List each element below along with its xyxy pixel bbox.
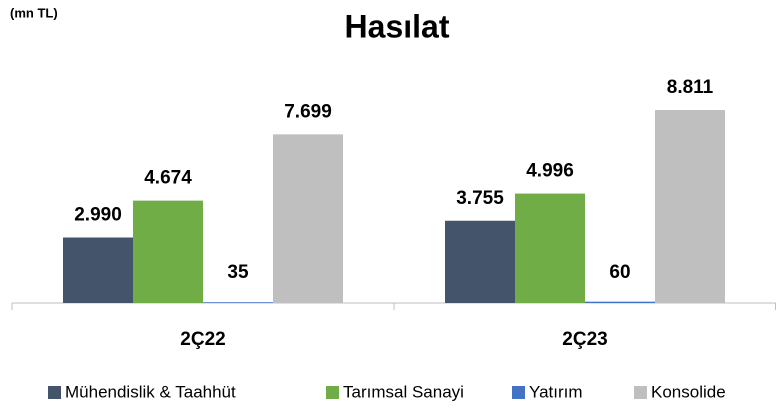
x-tick-label: 2Ç22 bbox=[180, 329, 225, 350]
bar bbox=[203, 302, 273, 303]
legend-swatch bbox=[512, 386, 525, 399]
legend-label: Konsolide bbox=[651, 382, 726, 401]
bar bbox=[445, 220, 515, 303]
value-label: 7.699 bbox=[284, 101, 332, 122]
legend-swatch bbox=[326, 386, 339, 399]
bar bbox=[133, 200, 203, 303]
bar bbox=[515, 193, 585, 303]
value-label: 35 bbox=[227, 262, 249, 283]
legend-label: Tarımsal Sanayi bbox=[343, 382, 464, 401]
bar bbox=[273, 134, 343, 303]
value-label: 8.811 bbox=[667, 77, 714, 98]
unit-label: (mn TL) bbox=[10, 5, 58, 20]
value-label: 4.996 bbox=[526, 161, 574, 182]
value-label: 3.755 bbox=[456, 188, 504, 209]
chart-title: Hasılat bbox=[345, 8, 450, 44]
legend-swatch bbox=[634, 386, 647, 399]
legend-label: Mühendislik & Taahhüt bbox=[65, 382, 236, 401]
legend-swatch bbox=[48, 386, 61, 399]
bar bbox=[585, 301, 655, 303]
x-tick-label: 2Ç23 bbox=[562, 329, 607, 350]
value-label: 4.674 bbox=[144, 168, 192, 189]
bar bbox=[655, 110, 725, 303]
legend-label: Yatırım bbox=[529, 382, 583, 401]
value-label: 2.990 bbox=[74, 205, 122, 226]
value-label: 60 bbox=[609, 262, 630, 283]
bar bbox=[63, 237, 133, 303]
